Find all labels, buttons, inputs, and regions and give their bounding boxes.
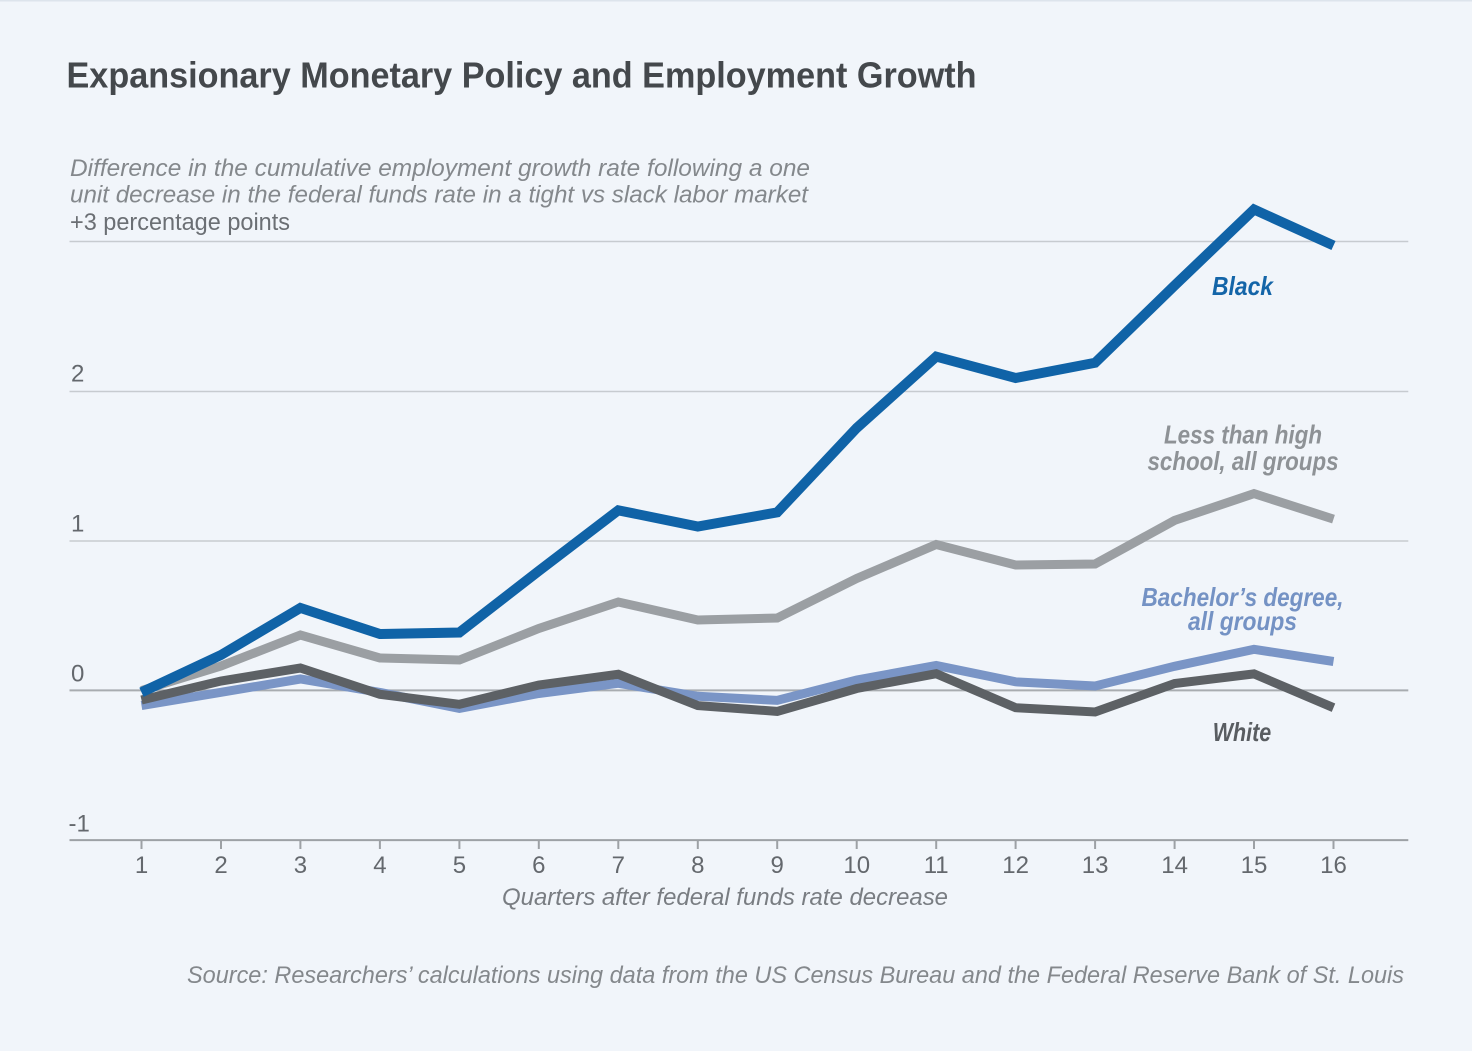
svg-text:6: 6: [532, 852, 545, 879]
svg-text:8: 8: [691, 852, 704, 879]
svg-text:5: 5: [453, 852, 466, 879]
svg-text:15: 15: [1241, 852, 1268, 879]
svg-text:13: 13: [1082, 852, 1109, 879]
svg-text:7: 7: [612, 852, 625, 879]
svg-text:10: 10: [843, 852, 870, 879]
svg-text:-1: -1: [69, 811, 90, 838]
svg-text:3: 3: [294, 852, 307, 879]
svg-text:Expansionary Monetary Policy a: Expansionary Monetary Policy and Employm…: [67, 55, 977, 96]
svg-text:Quarters after federal funds r: Quarters after federal funds rate decrea…: [502, 884, 948, 911]
svg-text:Difference in the cumulative e: Difference in the cumulative employment …: [70, 155, 810, 182]
svg-text:14: 14: [1161, 852, 1188, 879]
svg-text:unit decrease in the federal f: unit decrease in the federal funds rate …: [70, 182, 809, 209]
svg-text:16: 16: [1320, 852, 1347, 879]
svg-text:Black: Black: [1212, 271, 1274, 301]
svg-text:Less than high: Less than high: [1164, 420, 1322, 450]
svg-text:4: 4: [373, 852, 386, 879]
svg-text:+3 percentage points: +3 percentage points: [70, 209, 290, 236]
svg-text:Source: Researchers’ calculati: Source: Researchers’ calculations using …: [187, 962, 1404, 989]
svg-text:White: White: [1213, 717, 1272, 747]
svg-text:9: 9: [771, 852, 784, 879]
svg-text:school, all groups: school, all groups: [1148, 446, 1339, 476]
svg-text:1: 1: [135, 852, 148, 879]
svg-text:all groups: all groups: [1188, 606, 1297, 636]
svg-text:0: 0: [71, 661, 84, 688]
svg-text:1: 1: [71, 511, 84, 538]
svg-text:11: 11: [924, 852, 949, 879]
svg-text:2: 2: [214, 852, 227, 879]
svg-text:2: 2: [71, 361, 84, 388]
svg-text:12: 12: [1002, 852, 1029, 879]
svg-text:Bachelor’s degree,: Bachelor’s degree,: [1142, 582, 1344, 612]
